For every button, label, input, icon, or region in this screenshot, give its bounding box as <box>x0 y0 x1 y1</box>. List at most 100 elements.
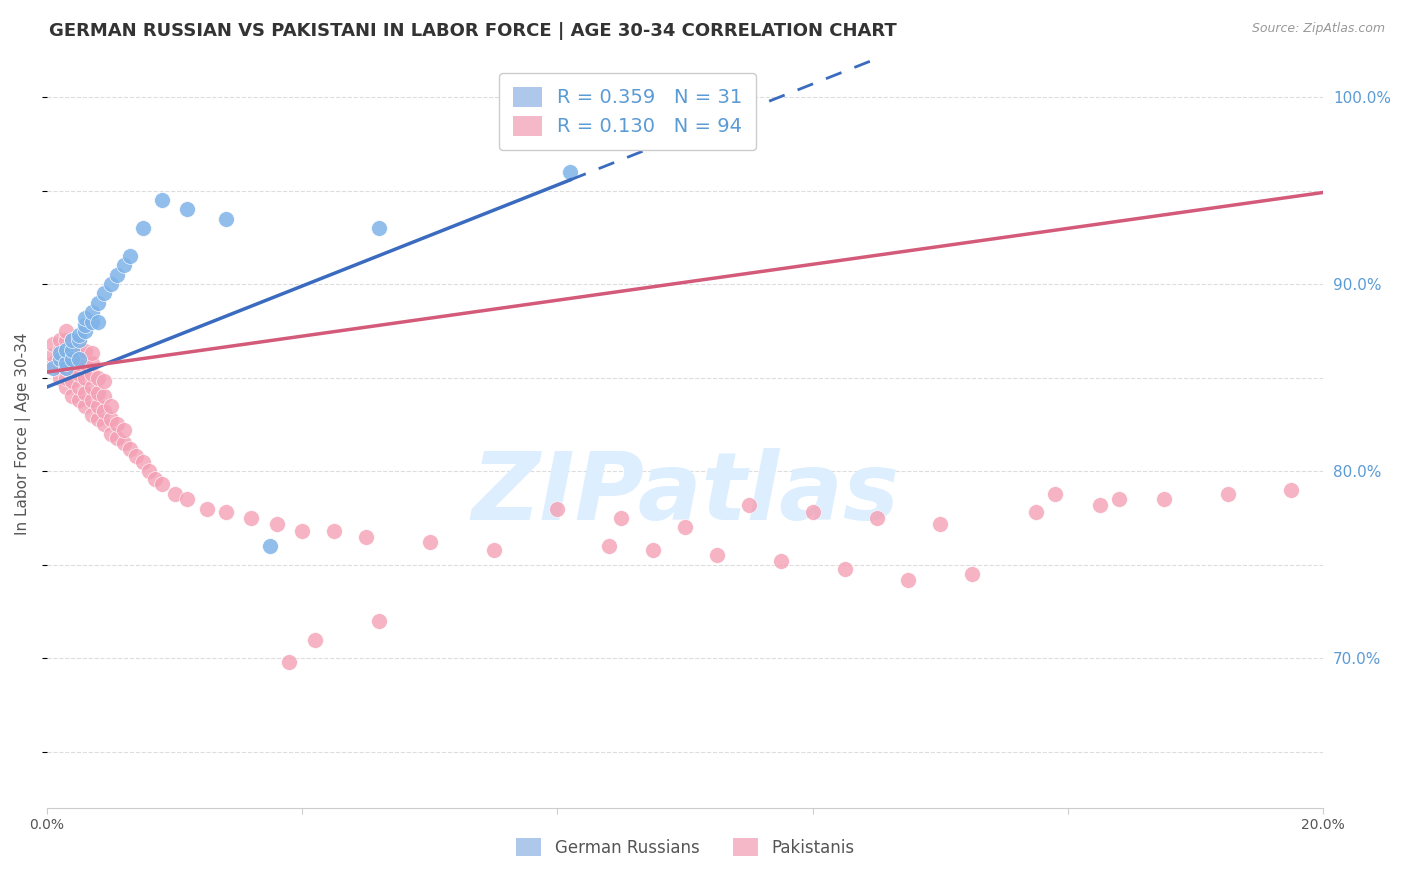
Point <box>55 370 77 384</box>
Point <box>80 380 103 394</box>
Point <box>118 442 141 456</box>
Point <box>75 399 97 413</box>
Point <box>291 524 314 538</box>
Point <box>706 549 728 563</box>
Point <box>55 324 77 338</box>
Point <box>75 310 97 325</box>
Point <box>105 417 128 432</box>
Point <box>48 343 70 357</box>
Point <box>55 343 77 357</box>
Point <box>1108 492 1130 507</box>
Point <box>195 501 218 516</box>
Point <box>547 501 569 516</box>
Point <box>112 436 135 450</box>
Point <box>150 193 173 207</box>
Point <box>801 505 824 519</box>
Point <box>87 385 110 400</box>
Point <box>278 655 301 669</box>
Point <box>42 361 65 376</box>
Point <box>42 356 65 370</box>
Point <box>62 333 84 347</box>
Point <box>67 393 90 408</box>
Point <box>87 370 110 384</box>
Point <box>42 337 65 351</box>
Point <box>62 375 84 389</box>
Point <box>67 333 90 347</box>
Point <box>769 554 792 568</box>
Point <box>55 380 77 394</box>
Point <box>62 351 84 366</box>
Text: Source: ZipAtlas.com: Source: ZipAtlas.com <box>1251 22 1385 36</box>
Point <box>62 343 84 357</box>
Point <box>482 542 505 557</box>
Point <box>42 348 65 362</box>
Point <box>150 477 173 491</box>
Point <box>48 346 70 360</box>
Point <box>67 367 90 381</box>
Point <box>87 314 110 328</box>
Point <box>105 268 128 282</box>
Point <box>145 472 167 486</box>
Point <box>125 449 148 463</box>
Point <box>112 423 135 437</box>
Point <box>100 399 122 413</box>
Point <box>80 356 103 370</box>
Point <box>93 404 115 418</box>
Point <box>75 344 97 359</box>
Point <box>48 351 70 366</box>
Point <box>259 539 281 553</box>
Point <box>673 520 696 534</box>
Point <box>962 567 984 582</box>
Point <box>62 361 84 376</box>
Point <box>75 385 97 400</box>
Point <box>55 356 77 370</box>
Point <box>67 327 90 342</box>
Point <box>323 524 346 538</box>
Point <box>131 455 153 469</box>
Point <box>738 498 761 512</box>
Point <box>80 305 103 319</box>
Point <box>48 370 70 384</box>
Point <box>138 464 160 478</box>
Point <box>67 351 90 366</box>
Point <box>48 333 70 347</box>
Point <box>112 259 135 273</box>
Point <box>643 542 665 557</box>
Point <box>80 367 103 381</box>
Point <box>62 351 84 366</box>
Point <box>87 412 110 426</box>
Point <box>865 511 887 525</box>
Point <box>75 370 97 384</box>
Point <box>55 351 77 366</box>
Point <box>100 426 122 441</box>
Y-axis label: In Labor Force | Age 30-34: In Labor Force | Age 30-34 <box>15 333 31 535</box>
Point <box>75 356 97 370</box>
Point <box>55 333 77 347</box>
Point <box>80 408 103 422</box>
Point <box>93 417 115 432</box>
Point <box>75 324 97 338</box>
Point <box>100 412 122 426</box>
Point <box>240 511 263 525</box>
Point <box>100 277 122 292</box>
Point <box>80 314 103 328</box>
Point <box>163 486 186 500</box>
Point <box>304 632 326 647</box>
Point <box>1153 492 1175 507</box>
Point <box>834 561 856 575</box>
Point <box>62 343 84 357</box>
Point <box>1088 498 1111 512</box>
Point <box>75 318 97 333</box>
Point <box>560 165 582 179</box>
Point <box>48 351 70 366</box>
Point <box>214 505 236 519</box>
Point <box>67 343 90 357</box>
Point <box>93 286 115 301</box>
Point <box>367 614 389 628</box>
Point <box>55 361 77 376</box>
Legend: R = 0.359   N = 31, R = 0.130   N = 94: R = 0.359 N = 31, R = 0.130 N = 94 <box>499 73 756 150</box>
Point <box>48 361 70 376</box>
Point <box>62 333 84 347</box>
Point <box>354 530 377 544</box>
Point <box>67 356 90 370</box>
